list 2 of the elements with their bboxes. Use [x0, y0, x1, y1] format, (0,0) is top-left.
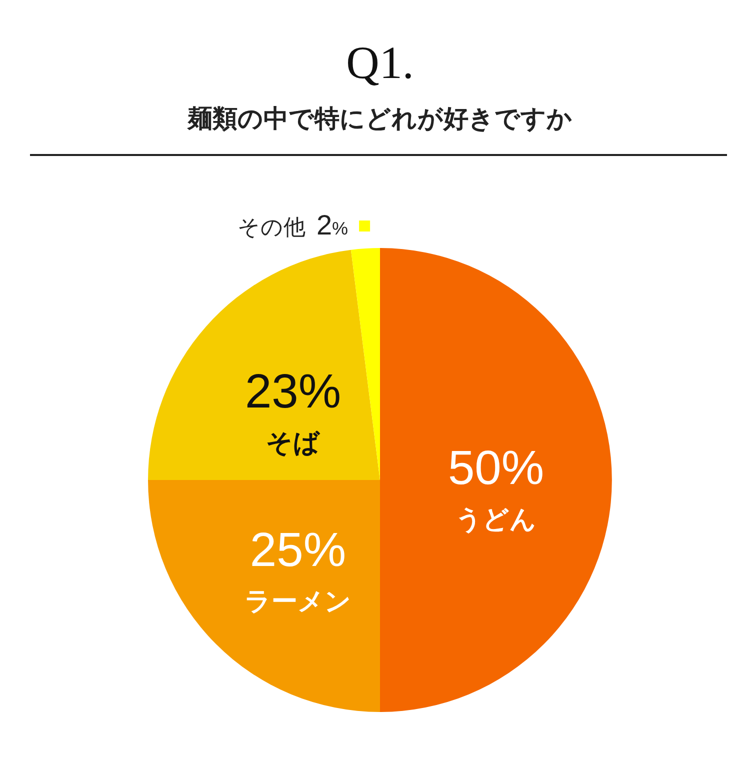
- title: Q1.: [346, 37, 414, 88]
- subtitle: 麺類の中で特にどれが好きですか: [188, 106, 572, 133]
